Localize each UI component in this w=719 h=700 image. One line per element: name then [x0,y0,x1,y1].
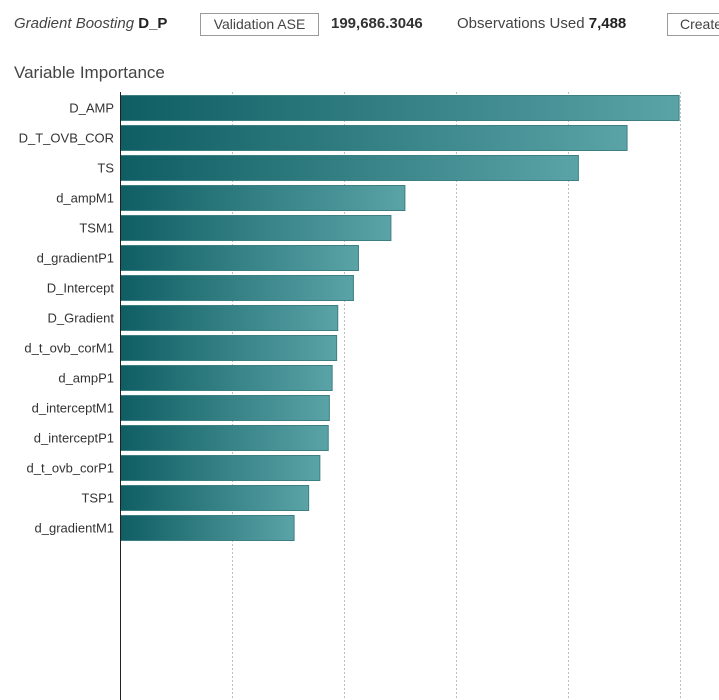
bar-d_interceptM1[interactable] [120,395,330,421]
bar-TS[interactable] [120,155,579,181]
category-label-d_interceptP1: d_interceptP1 [34,431,114,446]
category-label-d_gradientP1: d_gradientP1 [37,251,114,266]
category-label-d_interceptM1: d_interceptM1 [32,401,114,416]
bar-D_Intercept[interactable] [120,275,354,301]
bar-D_T_OVB_COR[interactable] [120,125,628,151]
category-label-d_gradientM1: d_gradientM1 [35,521,115,536]
model-name: D_P [138,15,168,32]
bar-d_t_ovb_corP1[interactable] [120,455,321,481]
category-label-TS: TS [97,161,114,176]
bar-d_t_ovb_corM1[interactable] [120,335,338,361]
category-label-d_ampM1: d_ampM1 [56,191,114,206]
bar-d_gradientM1[interactable] [120,515,295,541]
observations-used: Observations Used 7,488 [457,15,626,32]
category-label-D_Intercept: D_Intercept [47,281,115,296]
bar-d_interceptP1[interactable] [120,425,329,451]
model-title: Gradient Boosting D_P [14,15,167,32]
category-label-d_t_ovb_corP1: d_t_ovb_corP1 [27,461,114,476]
bar-D_AMP[interactable] [120,95,680,121]
chart-title: Variable Importance [14,63,165,82]
model-header: Gradient Boosting D_P Validation ASE 199… [0,0,719,50]
bar-TSM1[interactable] [120,215,392,241]
category-label-TSP1: TSP1 [81,491,114,506]
bar-d_ampM1[interactable] [120,185,406,211]
bar-TSP1[interactable] [120,485,310,511]
category-label-d_ampP1: d_ampP1 [58,371,114,386]
bar-D_Gradient[interactable] [120,305,339,331]
validation-ase-value: 199,686.3046 [331,15,423,32]
observations-label: Observations Used [457,15,585,32]
category-label-D_AMP: D_AMP [69,101,114,116]
bar-d_gradientP1[interactable] [120,245,359,271]
category-label-D_Gradient: D_Gradient [48,311,115,326]
bars [120,95,680,541]
observations-value: 7,488 [588,15,627,32]
bar-d_ampP1[interactable] [120,365,333,391]
category-label-d_t_ovb_corM1: d_t_ovb_corM1 [24,341,114,356]
create-button[interactable]: Create [667,13,719,36]
category-label-TSM1: TSM1 [79,221,114,236]
category-labels: D_AMP D_T_OVB_COR TS d_ampM1 TSM1 d_gradientP… [19,101,115,536]
model-type: Gradient Boosting [14,15,135,32]
validation-ase-button[interactable]: Validation ASE [200,13,319,36]
category-label-D_T_OVB_COR: D_T_OVB_COR [19,131,114,146]
